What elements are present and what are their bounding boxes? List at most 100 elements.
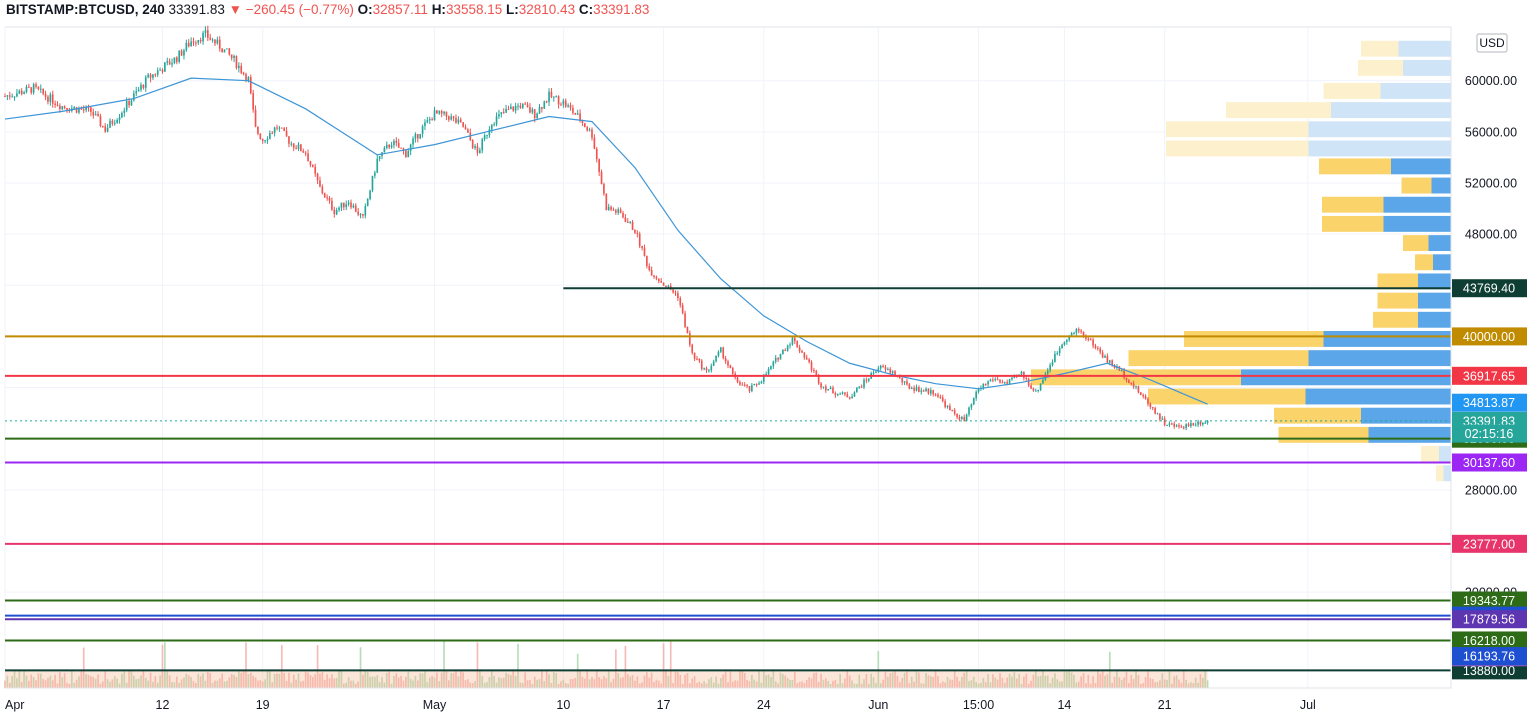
candle-body xyxy=(35,84,37,87)
volume-bar xyxy=(99,683,102,688)
volume-bar xyxy=(915,671,918,688)
volume-bar xyxy=(901,677,904,688)
candle-body xyxy=(390,145,393,148)
volume-bar xyxy=(467,679,469,688)
volume-bar xyxy=(1077,681,1080,688)
volume-bar xyxy=(426,681,429,688)
candle-body xyxy=(371,175,374,191)
candle-body xyxy=(63,106,66,108)
volume-bar xyxy=(963,672,966,688)
candle-body xyxy=(471,139,474,148)
candle-body xyxy=(445,111,448,117)
candle-body xyxy=(483,135,486,140)
volume-profile-up-bar xyxy=(1428,235,1451,252)
volume-profile-up-bar xyxy=(1433,254,1451,271)
candle-body xyxy=(137,89,140,92)
time-axis[interactable]: Apr 12 19 May 10 17 24 Jun 15:00 14 21 Jul xyxy=(5,687,1451,712)
volume-bar xyxy=(1132,678,1135,688)
candle-body xyxy=(455,117,457,123)
volume-profile-down-bar xyxy=(1322,215,1384,232)
candle-body xyxy=(235,55,238,69)
volume-profile-down-bar xyxy=(1319,158,1391,175)
volume-bar xyxy=(999,673,1001,688)
candle-body xyxy=(846,394,849,398)
volume-bar xyxy=(407,671,410,688)
candle-body xyxy=(851,396,853,399)
candle-body xyxy=(944,401,946,408)
volume-bar xyxy=(789,679,791,688)
volume-profile-down-bar xyxy=(1166,121,1309,138)
volume-bar xyxy=(490,670,493,688)
candle-body xyxy=(877,368,880,372)
candle-body xyxy=(605,193,608,211)
volume-bar xyxy=(631,674,634,688)
candle-body xyxy=(362,214,364,216)
currency-button[interactable]: USD xyxy=(1476,33,1508,53)
volume-bar xyxy=(992,674,994,688)
candle-body xyxy=(1178,425,1180,427)
candle-body xyxy=(863,379,865,388)
candle-body xyxy=(956,413,958,418)
volume-ma-area xyxy=(5,670,1208,688)
candle-body xyxy=(202,32,204,42)
horizontal-levels[interactable] xyxy=(5,287,1451,672)
volume-bar xyxy=(770,676,772,688)
volume-bar xyxy=(739,670,741,688)
candle-body xyxy=(1063,341,1066,345)
volume-profile-up-bar xyxy=(1308,350,1451,367)
volume-bar xyxy=(944,682,946,688)
candle-body xyxy=(347,202,350,205)
volume-bar xyxy=(471,683,474,688)
volume-bar xyxy=(822,679,825,688)
volume-bar xyxy=(44,680,47,688)
candle-body xyxy=(564,100,567,107)
candle-body xyxy=(970,404,973,408)
close-value: 33391.83 xyxy=(593,2,650,17)
candle-body xyxy=(1130,383,1133,385)
candle-body xyxy=(1068,335,1071,340)
volume-bar xyxy=(37,673,40,688)
candle-body xyxy=(443,111,445,114)
volume-bar xyxy=(78,676,80,688)
level-price-label: 36917.65 xyxy=(1452,366,1527,385)
volume-bar xyxy=(975,681,977,688)
volume-bar xyxy=(660,683,663,688)
high-value: 33558.15 xyxy=(445,2,503,17)
volume-bar xyxy=(364,671,367,688)
candle-body xyxy=(662,282,665,286)
candle-body xyxy=(836,394,839,396)
volume-bar xyxy=(753,679,756,688)
volume-bar xyxy=(214,680,216,688)
volume-bar xyxy=(278,673,281,688)
candle-body xyxy=(1056,353,1059,355)
candle-body xyxy=(264,140,266,142)
axis-tag-label: 34813.87 xyxy=(1452,393,1527,412)
candle-body xyxy=(1166,424,1168,426)
volume-bar xyxy=(376,675,379,688)
candle-body xyxy=(593,137,596,149)
candle-body xyxy=(144,77,147,88)
volume-bar xyxy=(1130,675,1133,688)
volume-bar xyxy=(961,677,963,688)
candle-body xyxy=(154,74,157,76)
volume-bar xyxy=(1118,677,1121,688)
candle-body xyxy=(276,127,278,129)
volume-bar xyxy=(617,673,620,688)
volume-bar xyxy=(782,674,784,688)
volume-bar xyxy=(238,671,240,688)
volume-bar xyxy=(390,683,393,688)
price-axis[interactable]: 60000.00 56000.00 52000.00 48000.00 28000.00… xyxy=(1450,27,1517,688)
price-label-bg xyxy=(1452,327,1527,346)
candle-body xyxy=(519,105,522,108)
volume-bar xyxy=(438,681,441,688)
volume-bar xyxy=(810,678,813,688)
candle-body xyxy=(827,389,830,391)
volume-bar xyxy=(579,670,581,688)
candle-body xyxy=(49,94,52,102)
volume-bar xyxy=(495,682,498,688)
candle-body xyxy=(407,151,410,158)
candle-body xyxy=(1180,426,1183,428)
candle-body xyxy=(557,96,560,105)
volume-bar xyxy=(1018,674,1020,688)
